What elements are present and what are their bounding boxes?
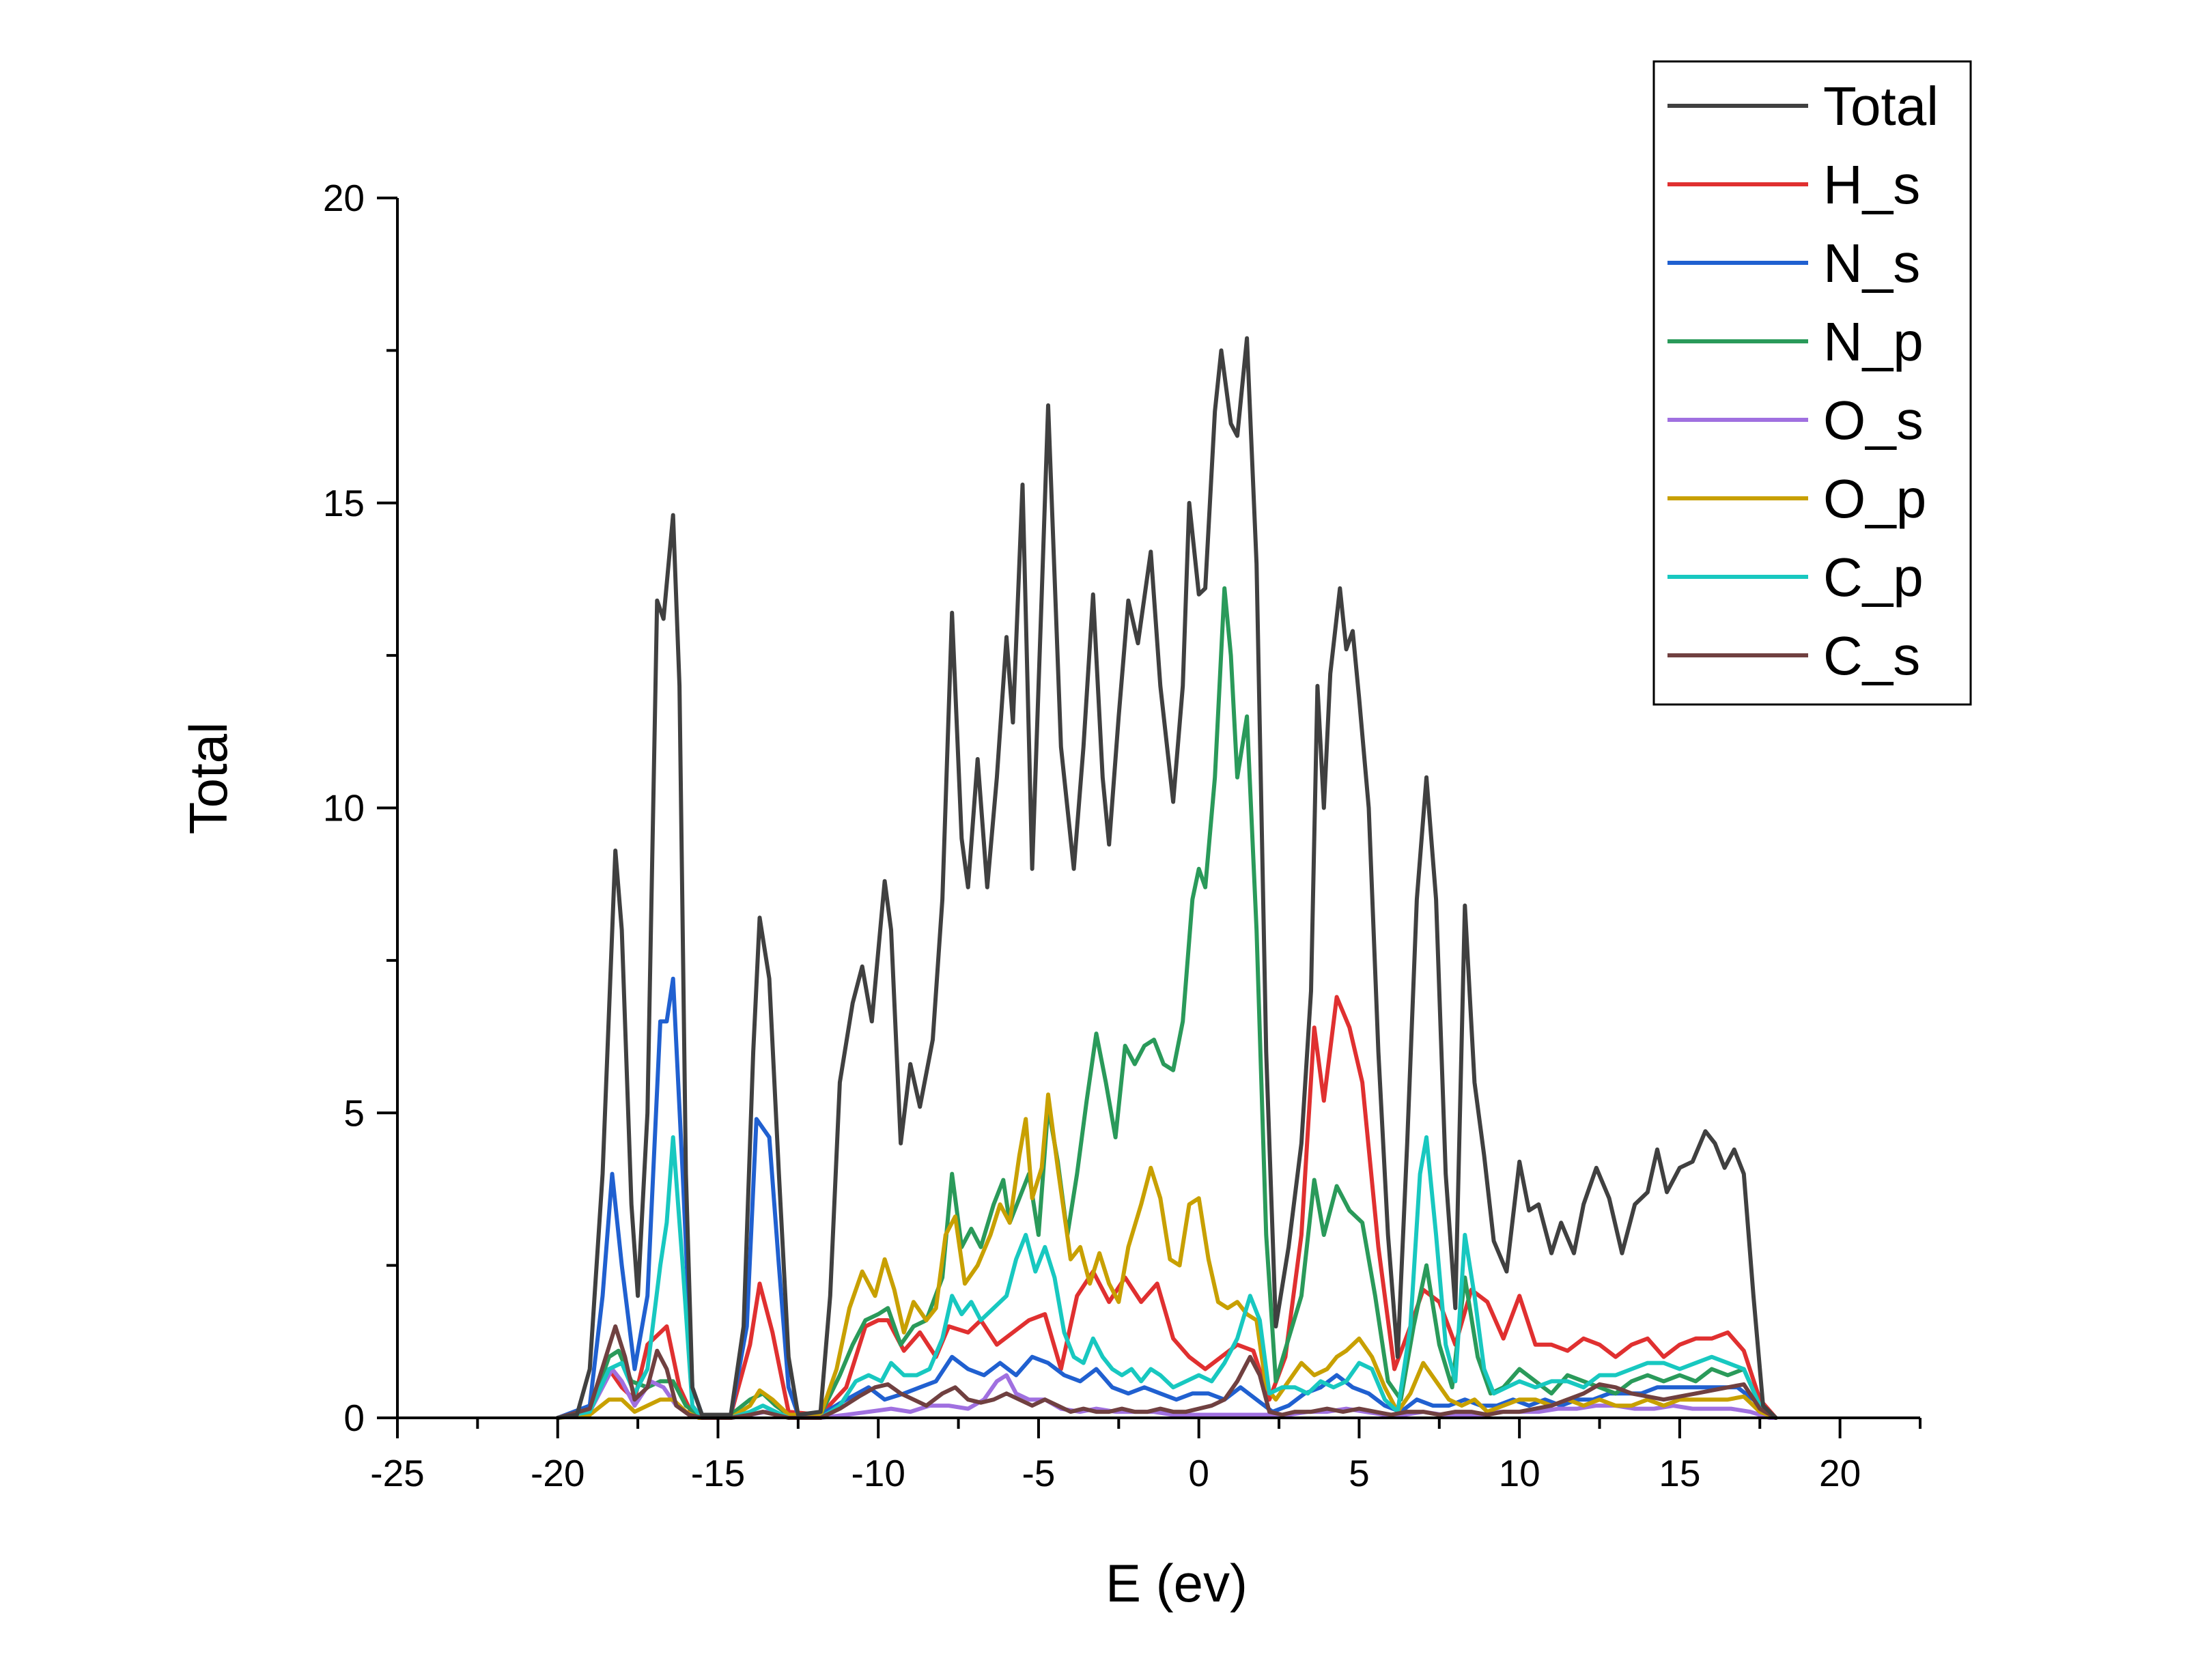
x-tick-label: 15: [1659, 1452, 1700, 1494]
series-line-total: [555, 336, 1778, 1420]
x-tick-label: 20: [1819, 1452, 1861, 1494]
x-tick-label: -5: [1022, 1452, 1055, 1494]
x-tick-label: 0: [1188, 1452, 1209, 1494]
x-tick-label: 10: [1499, 1452, 1540, 1494]
y-tick-label: 15: [323, 482, 365, 524]
series-line-o-p: [555, 1092, 1778, 1420]
series-line-c-s: [555, 1324, 1778, 1420]
series-group: [555, 336, 1778, 1420]
y-axis: 0 5 10 15 20: [323, 177, 399, 1439]
x-tick-label: -25: [370, 1452, 425, 1494]
legend-label: N_s: [1823, 233, 1920, 294]
y-tick-label: 0: [343, 1397, 365, 1439]
series-line-h-s: [555, 995, 1778, 1420]
legend-label: O_p: [1823, 468, 1926, 529]
series-line-n-p: [555, 586, 1778, 1420]
x-axis: -25 -20 -15 -10 -5 0 5 10 15 20: [370, 1416, 1922, 1494]
legend-label: C_s: [1823, 625, 1920, 686]
x-tick-label: -20: [531, 1452, 585, 1494]
legend: Total H_s N_s N_p O_s O_p C_p C_s: [1652, 60, 1972, 706]
legend-label: H_s: [1823, 154, 1920, 215]
y-tick-label: 10: [323, 787, 365, 829]
legend-label: C_p: [1823, 547, 1924, 608]
x-tick-label: -15: [691, 1452, 746, 1494]
legend-label: N_p: [1823, 311, 1924, 372]
x-axis-title: E (ev): [1106, 1553, 1248, 1613]
y-axis-title: Total: [178, 722, 238, 835]
y-tick-label: 5: [343, 1092, 365, 1134]
x-tick-label: -10: [851, 1452, 905, 1494]
y-tick-label: 20: [323, 177, 365, 219]
legend-label: O_s: [1823, 390, 1924, 451]
legend-box: [1652, 60, 1972, 706]
legend-label: Total: [1823, 76, 1939, 137]
x-tick-label: 5: [1349, 1452, 1370, 1494]
